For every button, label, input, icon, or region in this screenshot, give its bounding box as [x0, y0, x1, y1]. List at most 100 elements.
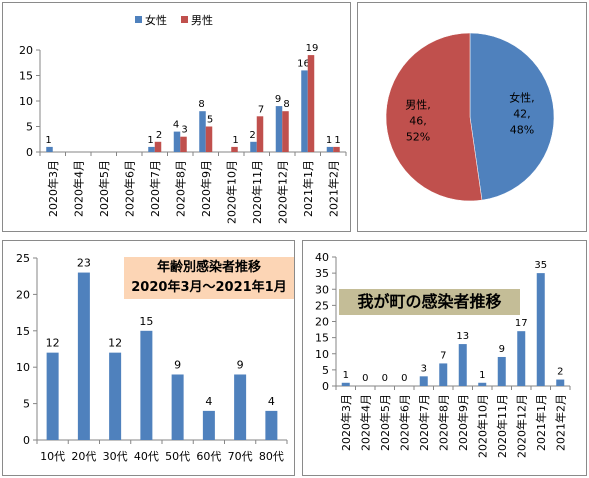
bar: [140, 330, 153, 440]
data-label: 4: [173, 120, 179, 131]
x-tick-label: 2021年1月: [534, 394, 548, 451]
x-tick-label: 2020年11月: [495, 394, 509, 458]
bar: [77, 272, 90, 440]
x-tick-label: 50代: [165, 450, 190, 463]
age-chart-panel: 0 5 10 15 20 25 10代 20代 30代 40代 50代 60代 70代 80代 12 23 12…: [2, 240, 295, 476]
bar-female: [275, 106, 283, 152]
data-label: 9: [237, 358, 244, 371]
bar: [171, 374, 184, 440]
x-tick-label: 2020年6月: [397, 394, 411, 451]
data-label: 16: [297, 58, 310, 69]
bar-female: [250, 141, 257, 152]
x-tick-label: 20代: [71, 450, 96, 463]
town-chart-title: 我が町の感染者推移: [357, 292, 502, 311]
data-label: 15: [139, 315, 153, 328]
pie-label: 46,: [409, 115, 427, 128]
legend-swatch: [135, 16, 142, 23]
x-tick-label: 2020年12月: [514, 394, 528, 458]
bar-male: [205, 126, 213, 152]
x-tick-label: 2020年11月: [250, 160, 264, 224]
data-label: 4: [205, 395, 212, 408]
data-label: 8: [198, 99, 204, 110]
data-label: 3: [421, 363, 427, 374]
bar-male: [307, 55, 315, 152]
y-tick-label: 10: [19, 95, 33, 108]
bar-male: [333, 146, 340, 152]
data-label: 7: [258, 104, 264, 115]
age-bar-chart: 0 5 10 15 20 25 10代 20代 30代 40代 50代 60代 70代 80代 12 23 12…: [16, 252, 288, 463]
x-tick-label: 2020年9月: [456, 394, 470, 451]
pie-label: 42,: [513, 107, 531, 120]
age-chart-title-box: 年齢別感染者推移 2020年3月～2021年1月: [124, 257, 294, 299]
y-tick-label: 25: [16, 252, 30, 265]
bar-female: [46, 146, 53, 152]
bar: [419, 376, 428, 386]
bar: [341, 382, 350, 386]
y-tick-label: 20: [315, 316, 329, 329]
bar: [536, 273, 545, 386]
bar: [202, 410, 215, 440]
data-label: 2: [249, 130, 255, 141]
bar-male: [256, 116, 264, 152]
y-tick-label: 20: [16, 288, 30, 301]
data-label: 13: [456, 331, 469, 342]
x-tick-label: 2020年4月: [71, 160, 85, 217]
x-tick-label: 2020年5月: [97, 160, 111, 217]
data-label: 4: [268, 395, 275, 408]
x-tick-label: 2020年8月: [436, 394, 450, 451]
data-label: 35: [534, 260, 547, 271]
legend-label: 男性: [191, 13, 213, 27]
x-tick-label: 30代: [103, 450, 128, 463]
x-tick-label: 2020年7月: [417, 394, 431, 451]
y-tick-label: 20: [19, 44, 33, 57]
data-label: 1: [479, 370, 485, 381]
town-chart-panel: 0 5 10 15 20 25 30 35 40 2020年3月 2020年4月 2020年5月 202…: [302, 240, 587, 476]
data-label: 0: [401, 373, 407, 384]
x-tick-label: 2021年2月: [553, 394, 567, 451]
y-tick-label: 25: [315, 299, 329, 312]
legend-label: 女性: [145, 13, 167, 27]
bar: [265, 410, 278, 440]
bar-male: [231, 146, 238, 152]
data-label: 1: [334, 135, 340, 146]
pie-label: 52%: [406, 131, 430, 144]
x-tick-label: 10代: [40, 450, 65, 463]
data-label: 9: [499, 344, 505, 355]
legend-swatch: [181, 16, 188, 23]
x-tick-label: 2020年8月: [173, 160, 187, 217]
data-label: 23: [77, 257, 91, 270]
bar-female: [301, 70, 308, 152]
x-tick-label: 80代: [259, 450, 284, 463]
x-tick-label: 2020年6月: [122, 160, 136, 217]
data-label: 1: [232, 135, 238, 146]
x-tick-label: 2020年7月: [148, 160, 162, 217]
bar: [497, 356, 506, 386]
data-label: 7: [440, 350, 446, 361]
pie-slice: [469, 32, 555, 201]
y-tick-label: 5: [322, 364, 329, 377]
x-tick-label: 2021年1月: [301, 160, 315, 217]
x-tick-label: 2020年3月: [46, 160, 60, 217]
pie-label: 女性,: [509, 90, 535, 104]
data-label: 1: [343, 370, 349, 381]
y-tick-label: 35: [315, 267, 329, 280]
y-tick-label: 0: [322, 380, 329, 393]
x-tick-label: 60代: [196, 450, 221, 463]
bar-female: [173, 131, 181, 152]
y-tick-label: 15: [19, 70, 33, 83]
x-tick-label: 2020年4月: [358, 394, 372, 451]
bar: [439, 363, 448, 386]
bar: [46, 352, 59, 440]
pie-slice: [385, 32, 483, 202]
gender-pie-chart: 女性, 42, 48% 男性, 46, 52%: [385, 32, 555, 202]
bar-male: [282, 111, 289, 152]
y-tick-label: 0: [23, 434, 30, 447]
bar-female: [326, 146, 334, 152]
y-tick-label: 5: [23, 398, 30, 411]
town-chart-title-box: 我が町の感染者推移: [339, 289, 520, 315]
y-tick-label: 5: [26, 121, 33, 134]
x-tick-label: 2020年12月: [275, 160, 289, 224]
data-label: 17: [515, 318, 528, 329]
